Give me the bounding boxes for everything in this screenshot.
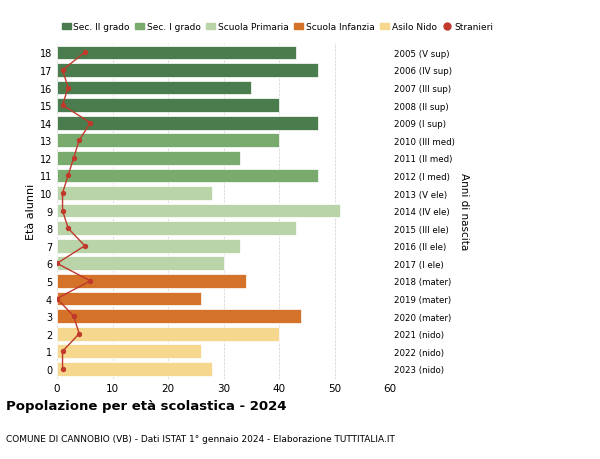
Bar — [57, 240, 240, 253]
Point — [85, 278, 95, 285]
Point — [64, 173, 73, 180]
Bar — [57, 274, 246, 288]
Point — [69, 313, 79, 320]
Point — [69, 155, 79, 162]
Bar — [57, 204, 340, 218]
Bar — [57, 257, 223, 271]
Point — [58, 207, 67, 215]
Bar — [57, 187, 212, 201]
Point — [52, 295, 62, 302]
Legend: Sec. II grado, Sec. I grado, Scuola Primaria, Scuola Infanzia, Asilo Nido, Stran: Sec. II grado, Sec. I grado, Scuola Prim… — [62, 23, 493, 33]
Y-axis label: Età alunni: Età alunni — [26, 183, 35, 239]
Point — [58, 67, 67, 74]
Point — [74, 137, 84, 145]
Point — [64, 84, 73, 92]
Y-axis label: Anni di nascita: Anni di nascita — [459, 173, 469, 250]
Point — [58, 348, 67, 355]
Bar — [57, 345, 202, 358]
Bar — [57, 309, 301, 323]
Bar — [57, 151, 240, 165]
Point — [64, 225, 73, 232]
Text: COMUNE DI CANNOBIO (VB) - Dati ISTAT 1° gennaio 2024 - Elaborazione TUTTITALIA.I: COMUNE DI CANNOBIO (VB) - Dati ISTAT 1° … — [6, 434, 395, 443]
Point — [58, 102, 67, 110]
Bar — [57, 117, 318, 130]
Point — [58, 365, 67, 373]
Bar — [57, 222, 296, 235]
Bar — [57, 292, 202, 306]
Point — [58, 190, 67, 197]
Bar — [57, 64, 318, 78]
Point — [74, 330, 84, 338]
Point — [80, 50, 89, 57]
Bar — [57, 169, 318, 183]
Bar — [57, 82, 251, 95]
Point — [80, 242, 89, 250]
Text: Popolazione per età scolastica - 2024: Popolazione per età scolastica - 2024 — [6, 399, 287, 412]
Bar — [57, 362, 212, 376]
Bar — [57, 46, 296, 60]
Point — [85, 120, 95, 127]
Bar — [57, 134, 279, 148]
Bar — [57, 99, 279, 113]
Bar — [57, 327, 279, 341]
Point — [52, 260, 62, 268]
